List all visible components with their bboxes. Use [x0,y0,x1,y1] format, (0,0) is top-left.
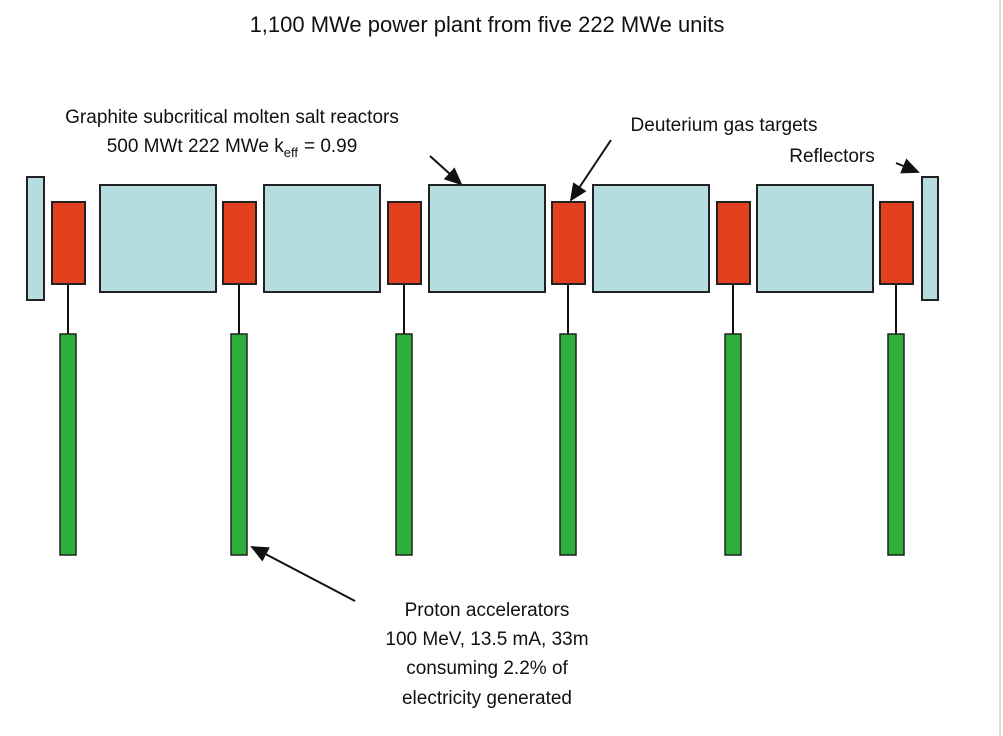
reactors [99,184,874,293]
arrow [895,158,920,174]
targets-label: Deuterium gas targets [631,115,818,136]
accelerator [230,333,248,556]
units [51,201,914,556]
target [716,201,751,285]
reflector [921,176,939,301]
target [387,201,422,285]
target [51,201,86,285]
label-line: Proton accelerators [405,600,570,621]
label-line: consuming 2.2% of [406,658,568,679]
accelerator [887,333,905,556]
accelerator [59,333,77,556]
accelerator [559,333,577,556]
title: 1,100 MWe power plant from five 222 MWe … [250,12,725,37]
accelerators-label: Proton accelerators 100 MeV, 13.5 mA, 33… [385,600,588,709]
reactors-label: Graphite subcritical molten salt reactor… [65,107,399,128]
reactor [756,184,874,293]
reactor [263,184,381,293]
reactors-spec: 500 MWt 222 MWe keff = 0.99 [107,136,358,160]
reactor [592,184,710,293]
reactor [428,184,546,293]
reflector [26,176,45,301]
reflectors-label: Reflectors [789,146,875,167]
label-line: 100 MeV, 13.5 mA, 33m [385,629,588,650]
arrow [569,139,612,202]
arrow [429,155,463,186]
subscript: eff [284,145,299,160]
accelerator [395,333,413,556]
reactor [99,184,217,293]
target [879,201,914,285]
spec-end: = 0.99 [304,136,357,157]
accelerator [724,333,742,556]
label-line: electricity generated [402,688,572,709]
target [551,201,586,285]
arrow [250,546,356,602]
target [222,201,257,285]
spec-text: 500 MWt 222 MWe k [107,136,285,157]
